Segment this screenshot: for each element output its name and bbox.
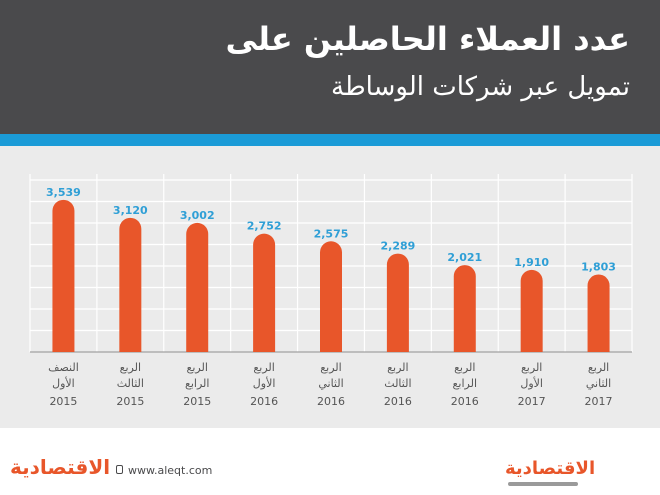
x-tick-label-line1: الربع — [588, 361, 609, 374]
accent-bar — [0, 134, 660, 146]
data-label: 2,752 — [247, 220, 282, 233]
x-tick-label-line1: الربع — [187, 361, 208, 374]
brand-logo-right: الاقتصادية — [505, 458, 596, 479]
chart-title: عدد العملاء الحاصلين على — [225, 20, 630, 58]
x-tick-label-year: 2015 — [183, 395, 211, 408]
x-tick-label-year: 2016 — [317, 395, 345, 408]
brand-logo-left: الاقتصادية — [10, 455, 111, 479]
bar-chart: 3,539 النصف الأول 2015 3,120 الربع الثالث 2015 3… — [29, 174, 633, 408]
bar — [52, 199, 75, 352]
bar — [386, 253, 409, 352]
x-tick-label-line1: الربع — [521, 361, 542, 374]
x-tick-label-line2: الأول — [52, 376, 75, 390]
x-tick-label-line1: النصف — [48, 361, 79, 374]
x-tick-label-year: 2017 — [518, 395, 546, 408]
x-tick-label-year: 2016 — [384, 395, 412, 408]
data-label: 1,803 — [581, 260, 616, 273]
x-tick-label-year: 2015 — [49, 395, 77, 408]
x-tick-label-year: 2017 — [585, 395, 613, 408]
x-tick-label-line2: الرابع — [453, 377, 477, 390]
data-label: 2,575 — [314, 227, 349, 240]
data-label: 2,021 — [447, 251, 482, 264]
x-tick-label-year: 2015 — [116, 395, 144, 408]
header-banner: عدد العملاء الحاصلين على تمويل عبر شركات… — [0, 0, 660, 134]
data-label: 3,120 — [113, 204, 148, 217]
x-tick-label-line1: الربع — [253, 361, 274, 374]
bar — [320, 241, 342, 352]
website-url[interactable]: www.aleqt.com — [128, 464, 213, 477]
x-tick-label-line2: الثاني — [318, 377, 343, 390]
phone-icon — [116, 465, 123, 474]
data-label: 3,002 — [180, 209, 215, 222]
chart-subtitle: تمويل عبر شركات الوساطة — [331, 72, 630, 102]
bar — [520, 269, 543, 352]
x-tick-label-line2: الثالث — [384, 377, 411, 390]
bar — [186, 222, 209, 352]
x-tick-label-line2: الأول — [520, 376, 543, 390]
x-tick-label-line2: الثاني — [586, 377, 611, 390]
bar — [453, 265, 476, 352]
x-tick-label-year: 2016 — [451, 395, 479, 408]
data-label: 1,910 — [514, 256, 549, 269]
brand-logo-tagline-mark — [508, 482, 578, 486]
x-tick-label-year: 2016 — [250, 395, 278, 408]
x-tick-label-line1: الربع — [120, 361, 141, 374]
x-tick-label-line2: الرابع — [185, 377, 209, 390]
bar — [119, 217, 142, 352]
x-tick-label-line1: الربع — [387, 361, 408, 374]
data-label: 3,539 — [46, 186, 81, 199]
x-tick-label-line2: الثالث — [117, 377, 144, 390]
bar — [253, 233, 276, 352]
bar — [587, 274, 610, 352]
data-label: 2,289 — [380, 240, 415, 253]
x-tick-label-line1: الربع — [454, 361, 475, 374]
x-tick-label-line2: الأول — [253, 376, 276, 390]
x-tick-label-line1: الربع — [320, 361, 341, 374]
